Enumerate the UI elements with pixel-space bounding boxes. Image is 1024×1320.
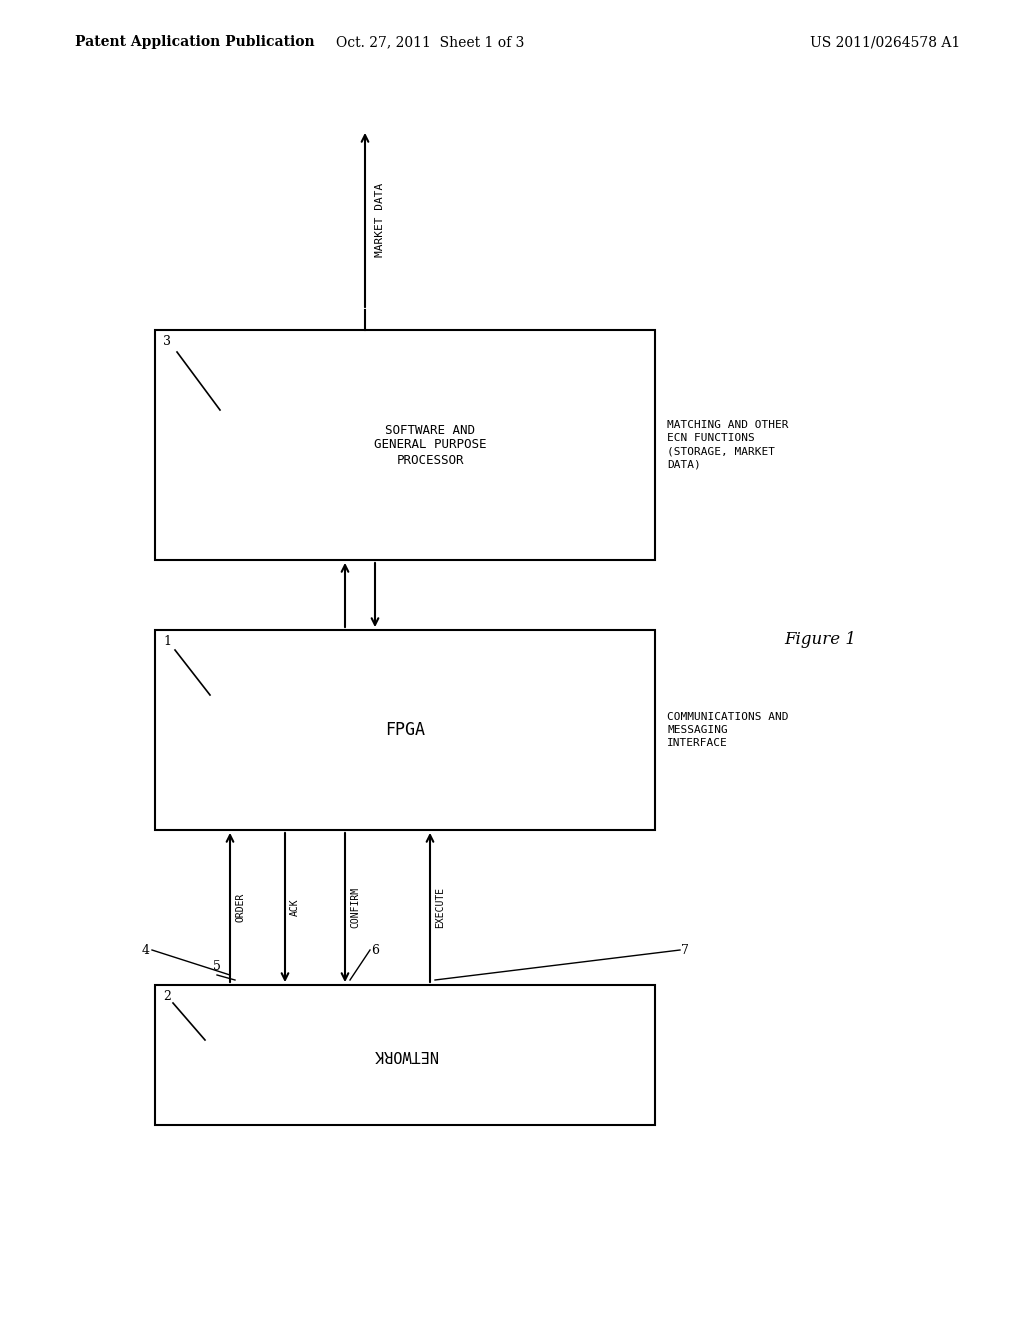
Text: EXECUTE: EXECUTE bbox=[435, 887, 445, 928]
Text: 2: 2 bbox=[163, 990, 171, 1003]
Text: 1: 1 bbox=[163, 635, 171, 648]
Text: 6: 6 bbox=[371, 944, 379, 957]
Text: Oct. 27, 2011  Sheet 1 of 3: Oct. 27, 2011 Sheet 1 of 3 bbox=[336, 36, 524, 49]
Text: Patent Application Publication: Patent Application Publication bbox=[75, 36, 314, 49]
Text: 5: 5 bbox=[213, 960, 221, 973]
Text: CONFIRM: CONFIRM bbox=[350, 887, 360, 928]
Bar bbox=[155, 985, 655, 1125]
Text: US 2011/0264578 A1: US 2011/0264578 A1 bbox=[810, 36, 961, 49]
Text: COMMUNICATIONS AND
MESSAGING
INTERFACE: COMMUNICATIONS AND MESSAGING INTERFACE bbox=[667, 711, 788, 748]
Bar bbox=[155, 630, 655, 830]
Text: FPGA: FPGA bbox=[385, 721, 425, 739]
Text: ACK: ACK bbox=[290, 899, 300, 916]
Text: 3: 3 bbox=[163, 335, 171, 348]
Text: 7: 7 bbox=[681, 944, 689, 957]
Text: ORDER: ORDER bbox=[234, 892, 245, 923]
Bar bbox=[155, 330, 655, 560]
Text: MARKET DATA: MARKET DATA bbox=[375, 183, 385, 257]
Text: MATCHING AND OTHER
ECN FUNCTIONS
(STORAGE, MARKET
DATA): MATCHING AND OTHER ECN FUNCTIONS (STORAG… bbox=[667, 420, 788, 470]
Text: 4: 4 bbox=[142, 944, 150, 957]
Text: NETWORK: NETWORK bbox=[373, 1048, 437, 1063]
Text: SOFTWARE AND
GENERAL PURPOSE
PROCESSOR: SOFTWARE AND GENERAL PURPOSE PROCESSOR bbox=[374, 424, 486, 466]
Text: Figure 1: Figure 1 bbox=[784, 631, 856, 648]
